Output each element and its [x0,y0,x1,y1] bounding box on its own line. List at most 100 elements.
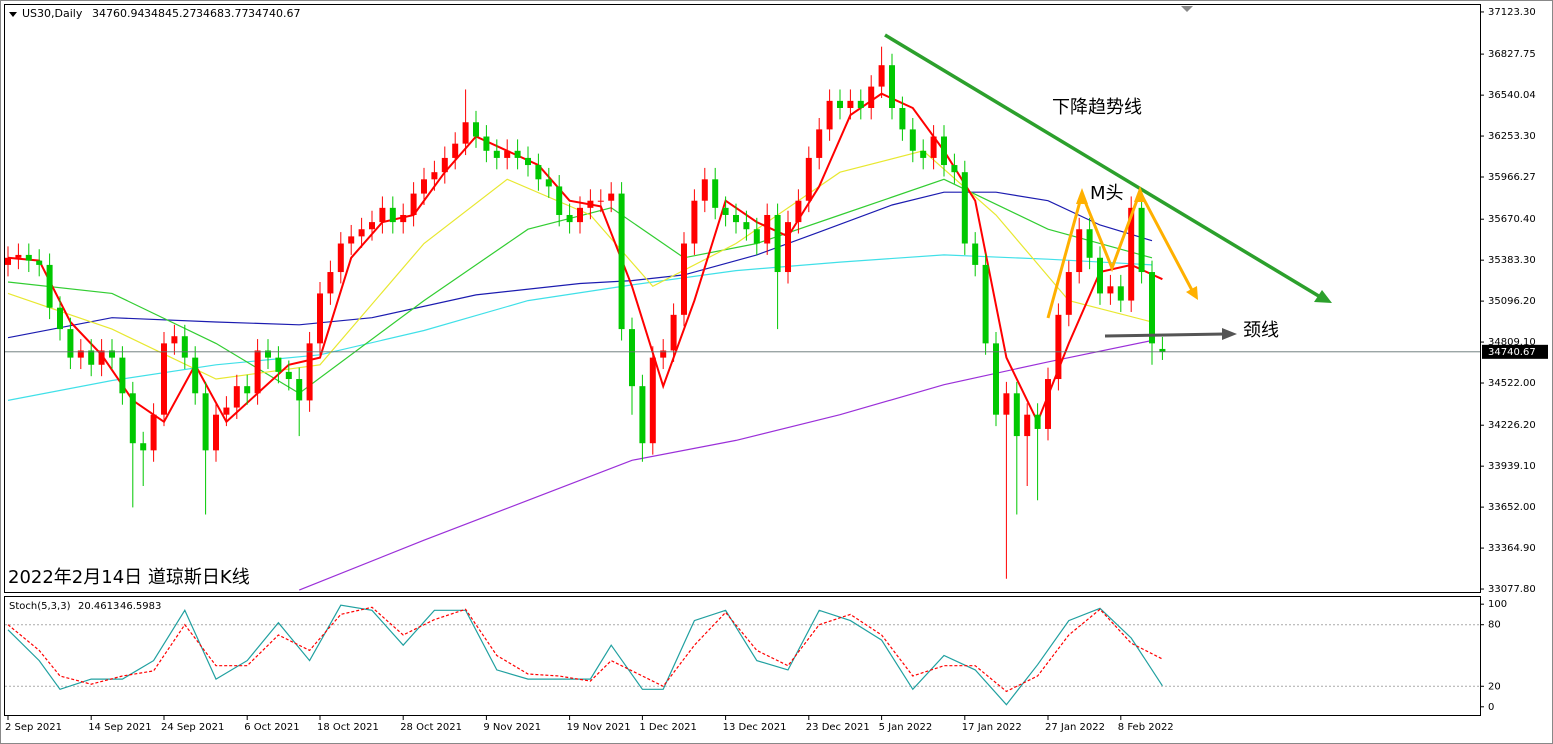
x-tick-label: 17 Jan 2022 [962,722,1022,733]
candle-body [140,443,147,451]
annotation: M头 [1090,183,1124,204]
ohlc-high: 34845.27 [144,7,197,20]
candle-body [587,200,594,208]
candle-body [389,207,396,223]
m-arrow [1076,188,1088,204]
candle-body [577,207,583,223]
x-tick-label: 2 Sep 2021 [5,722,62,733]
candle-body [753,229,760,244]
candle-body [77,350,84,358]
candle-body [629,329,635,387]
y-tick-label: 34226.20 [1488,420,1536,431]
candle-body [618,193,625,330]
candle-body [795,200,802,223]
y-tick-label: 0 [1488,702,1494,713]
candle-body [670,314,677,351]
candle-body [878,65,885,87]
y-tick-label: 36540.04 [1488,90,1536,101]
candle-body [275,357,282,372]
candle-body [899,107,906,130]
y-tick-label: 34522.00 [1488,378,1536,389]
x-tick-label: 28 Oct 2021 [400,722,462,733]
candle-body [1045,379,1051,429]
candle-body [816,129,823,158]
candle-body [171,336,178,344]
candle-body [608,193,615,201]
candle-body [1138,207,1145,273]
candle-body [109,350,115,358]
y-tick-label: 36253.30 [1488,131,1536,142]
candle-body [1013,393,1020,437]
candle-body [181,336,188,358]
x-tick-label: 19 Nov 2021 [567,722,631,733]
candle-body [504,150,511,158]
candle-body [826,100,833,130]
y-tick-label: 33652.00 [1488,502,1536,513]
candle-body [57,307,63,330]
candle-body [379,207,386,223]
candle-body [244,386,251,394]
main-panel [4,4,1481,593]
x-tick-label: 13 Dec 2021 [723,722,787,733]
x-tick-label: 8 Feb 2022 [1118,722,1174,733]
trend-line [884,33,1323,300]
annotation: 下降趋势线 [1052,97,1142,118]
candle-body [431,172,438,180]
candle-body [348,236,355,244]
m-arrow [1134,186,1146,202]
candle-body [743,222,750,230]
candle-body [46,264,53,308]
candle-body [993,343,999,415]
indicator-name: Stoch(5,3,3) [9,601,71,612]
x-tick-label: 14 Sep 2021 [88,722,151,733]
candle-body [1076,229,1083,273]
candle-body [1149,272,1155,344]
y-tick-label: 33364.90 [1488,543,1536,554]
candle-body [1117,286,1124,301]
x-tick-label: 23 Dec 2021 [806,722,870,733]
candle-body [213,414,219,451]
candle-body [1034,414,1041,429]
candle-body [764,214,771,244]
y-tick-label: 33939.10 [1488,461,1536,472]
candle-body [514,150,521,158]
candle-body [327,272,334,294]
candle-body [421,179,427,194]
m-top-lines [1046,188,1196,319]
candle-body [15,254,22,258]
ohlc-close: 34740.67 [248,7,301,20]
candle-body [681,243,687,315]
candle-body [639,386,646,444]
moving-average [7,254,1153,401]
candle-body [660,350,667,358]
trend-arrow [1314,290,1332,303]
candle-body [722,207,729,215]
candle-body [566,214,573,223]
symbol: US30,Daily [22,7,83,20]
candle-body [597,200,604,202]
candle-body [202,393,209,451]
candle-body [805,157,812,201]
candle-body [129,393,136,444]
x-tick-label: 1 Dec 2021 [639,722,697,733]
m-arrow [1186,286,1198,300]
candle-body [119,357,126,394]
x-tick-label: 5 Jan 2022 [879,722,933,733]
candle-body [254,350,261,394]
candle-body [649,357,656,444]
stoch-panel [4,596,1481,716]
candle-body [67,329,74,358]
candle-body [483,136,490,151]
x-tick-label: 24 Sep 2021 [161,722,224,733]
candle-body [1055,314,1062,380]
candle-body [25,254,32,261]
candle-body [972,243,979,265]
candle-body [358,229,365,237]
y-tick-label: 100 [1488,599,1507,610]
y-tick-label: 35096.20 [1488,296,1536,307]
y-tick-label: 35383.30 [1488,255,1536,266]
candle-body [223,407,230,415]
y-tick-label: 35670.40 [1488,214,1536,225]
